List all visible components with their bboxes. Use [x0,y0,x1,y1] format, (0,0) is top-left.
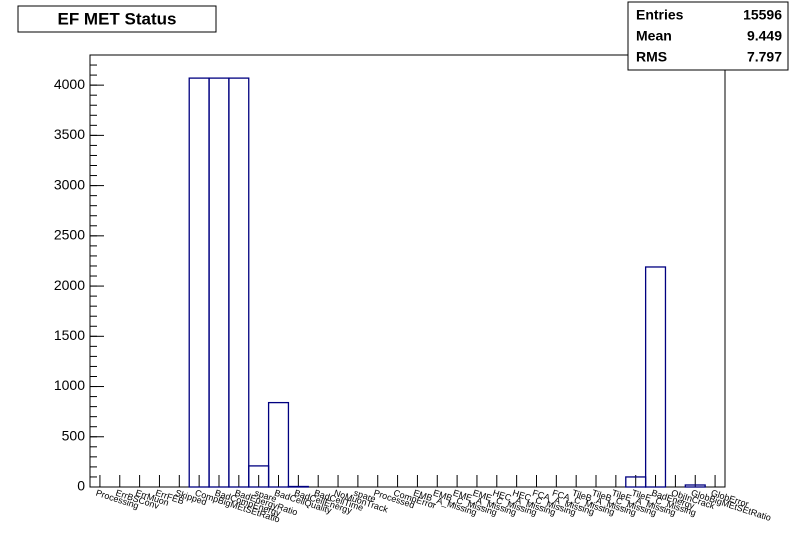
bar [684,484,706,488]
chart-title: EF MET Status [57,9,176,28]
bar [188,77,210,488]
y-tick-label: 0 [77,478,85,494]
y-tick-label: 4000 [54,76,85,92]
stats-label: Entries [636,7,684,23]
y-tick-label: 1500 [54,327,85,343]
bar [644,266,667,488]
stats-box [627,1,789,71]
stats-value: 15596 [743,7,782,23]
y-tick-label: 2500 [54,227,85,243]
bar [208,77,230,488]
title-box [17,5,217,33]
bar [287,485,309,488]
stats-value: 7.797 [747,49,782,65]
plot-frame [89,54,726,488]
bar [267,401,290,488]
stats-label: RMS [636,49,667,65]
stats-label: Mean [636,28,672,44]
y-tick-label: 1000 [54,377,85,393]
stats-value: 9.449 [747,28,782,44]
y-tick-label: 3500 [54,126,85,142]
y-tick-label: 2000 [54,277,85,293]
y-tick-label: 500 [62,427,86,443]
bar [228,77,250,488]
y-tick-label: 3000 [54,176,85,192]
